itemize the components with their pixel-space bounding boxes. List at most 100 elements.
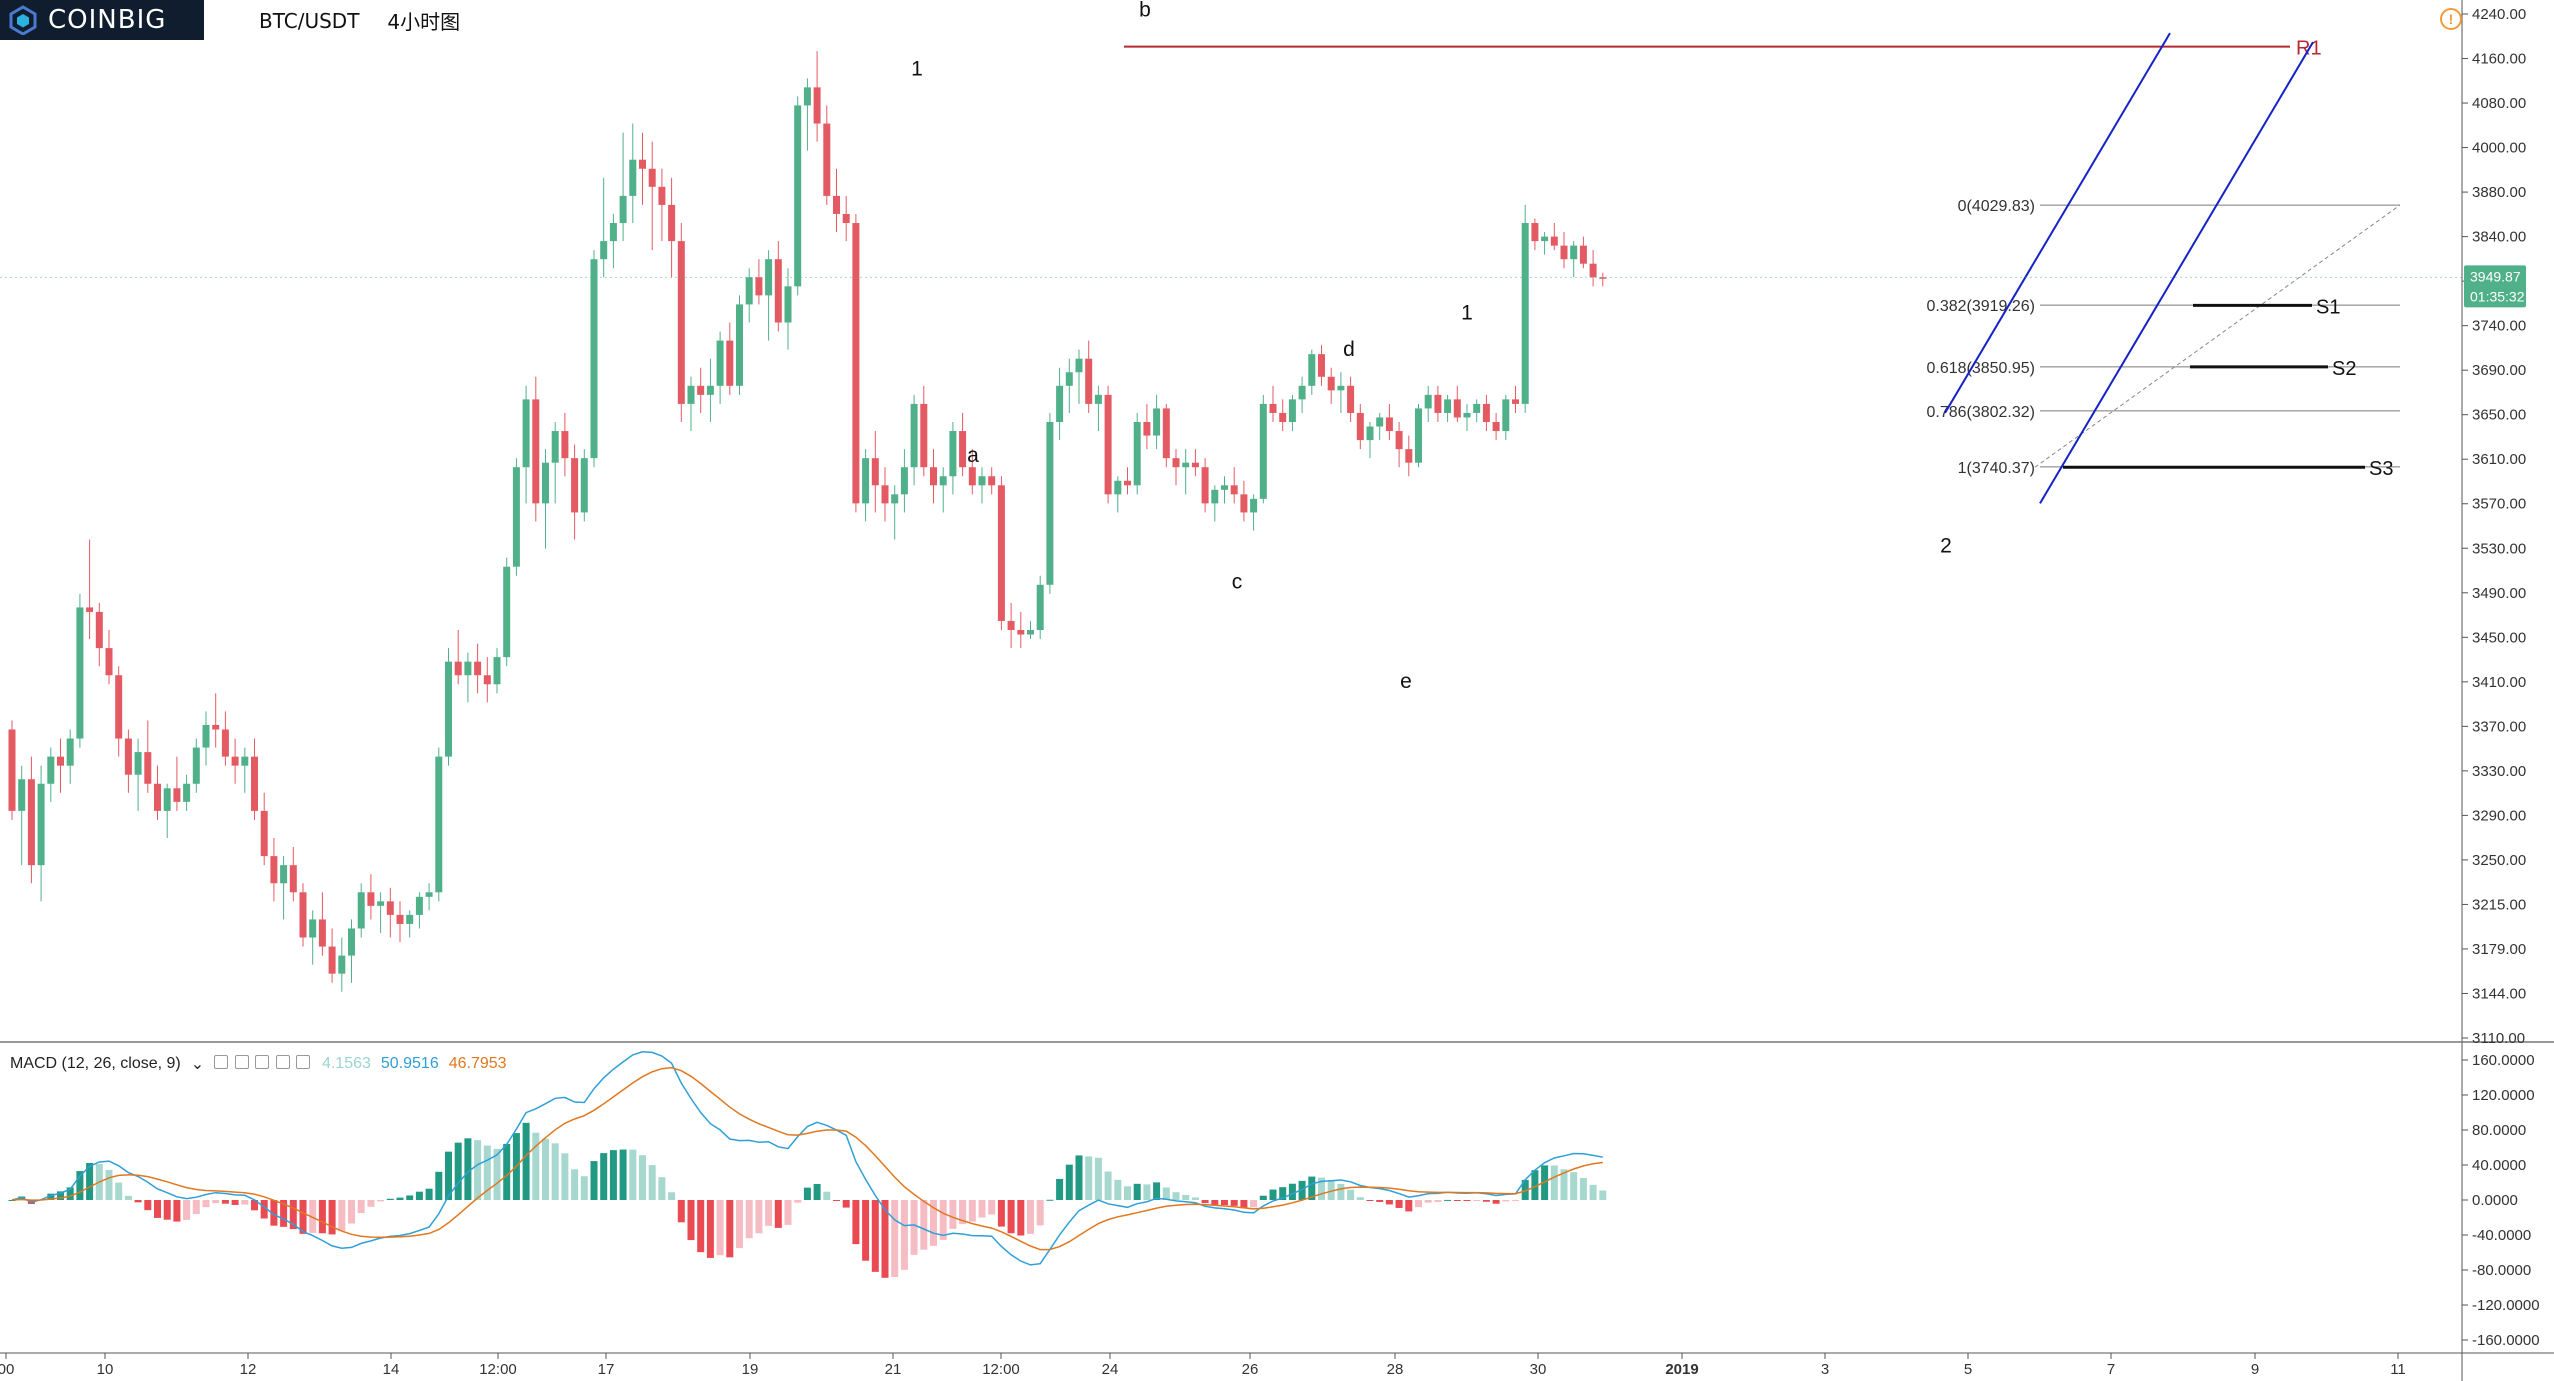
macd-histogram-bar	[726, 1200, 734, 1258]
macd-tick-label: -40.0000	[2472, 1227, 2531, 1244]
candle-body	[891, 494, 899, 504]
time-tick-label: 3	[1821, 1361, 1829, 1378]
macd-histogram-bar	[532, 1132, 540, 1200]
candle-body	[493, 657, 501, 685]
time-tick-label: 19	[742, 1361, 759, 1378]
time-tick-label: 7	[2107, 1361, 2115, 1378]
macd-histogram-bar	[1017, 1200, 1025, 1236]
price-tick-label: 3215.00	[2472, 896, 2526, 913]
candle-body	[483, 675, 491, 685]
macd-move-icon[interactable]	[255, 1054, 270, 1069]
macd-histogram-bar	[464, 1138, 472, 1200]
macd-histogram-bar	[1230, 1200, 1238, 1206]
price-tick-label: 3650.00	[2472, 407, 2526, 424]
macd-tick-label: 120.0000	[2472, 1087, 2535, 1104]
candle-body	[1094, 394, 1102, 404]
candle-body	[842, 213, 850, 224]
macd-histogram-bar	[231, 1200, 239, 1205]
macd-histogram-bar	[1502, 1200, 1510, 1202]
candle-body	[1230, 485, 1238, 495]
candle-body	[377, 901, 385, 906]
candle-body	[289, 865, 297, 893]
macd-histogram-bar	[299, 1200, 307, 1234]
candle-body	[978, 476, 986, 486]
macd-histogram-bar	[1385, 1200, 1393, 1205]
macd-histogram-bar	[590, 1161, 598, 1200]
macd-histogram-bar	[988, 1200, 996, 1215]
macd-histogram-bar	[774, 1200, 782, 1228]
candle-body	[1007, 620, 1015, 631]
macd-histogram-bar	[454, 1142, 462, 1200]
macd-dropdown-icon[interactable]: ⌄	[190, 1056, 205, 1073]
macd-close-icon[interactable]	[295, 1054, 310, 1069]
candle-body	[939, 476, 947, 486]
wave-label: 2	[1940, 534, 1952, 557]
wave-label: c	[1232, 571, 1243, 594]
annotations[interactable]: R1S1S2S31abcde12	[0, 0, 2462, 693]
macd-add-icon[interactable]	[275, 1054, 290, 1069]
fibonacci-retracement[interactable]: 0(4029.83) 0.382(3919.26) 0.618(3850.95) 0.…	[1926, 198, 2401, 477]
candle-body	[425, 892, 433, 897]
macd-histogram-bar	[338, 1200, 346, 1231]
macd-title[interactable]: MACD (12, 26, close, 9)	[10, 1055, 181, 1072]
fib-level-label: 1(3740.37)	[1958, 460, 2035, 477]
macd-tick-label: -80.0000	[2472, 1262, 2531, 1279]
candle-body	[454, 661, 462, 676]
macd-histogram-bar	[1512, 1200, 1519, 1201]
candle-body	[328, 946, 336, 974]
candle-body	[1512, 399, 1519, 404]
candle-body	[910, 403, 918, 468]
macd-histogram-bar	[881, 1200, 889, 1278]
candle-body	[726, 340, 734, 386]
support-label: S3	[2369, 458, 2393, 480]
time-tick-label: 00	[0, 1361, 14, 1378]
pair-label[interactable]: BTC/USDT	[259, 8, 360, 33]
countdown-label: 01:35:32	[2470, 288, 2525, 304]
candle-body	[881, 485, 889, 504]
macd-histogram-bar	[1094, 1157, 1102, 1200]
macd-tick-label: 80.0000	[2472, 1122, 2526, 1139]
candle-body	[231, 756, 239, 766]
candle-body	[1473, 403, 1481, 413]
macd-histogram-bar	[1444, 1199, 1452, 1201]
macd-histogram-bar	[571, 1169, 579, 1200]
macd-histogram-bar	[833, 1200, 840, 1201]
candle-body	[386, 901, 394, 915]
candle-body	[95, 611, 103, 649]
price-tick-label: 3330.00	[2472, 763, 2526, 780]
candle-body	[580, 458, 588, 513]
channel-lower-line	[2039, 41, 2314, 504]
macd-settings-buttons[interactable]	[214, 1054, 312, 1074]
candle-body	[1376, 417, 1384, 427]
macd-histogram-bar	[648, 1165, 656, 1200]
price-tick-label: 3880.00	[2472, 184, 2526, 201]
alert-circle-icon[interactable]: !	[2440, 8, 2462, 30]
macd-histogram-bar	[551, 1143, 559, 1200]
macd-histogram-bar	[1415, 1200, 1422, 1208]
fib-trend-line	[2034, 204, 2401, 468]
time-tick-label: 28	[1387, 1361, 1404, 1378]
interval-label[interactable]: 4小时图	[387, 10, 461, 34]
candle-body	[1463, 412, 1471, 418]
price-tick-label: 3450.00	[2472, 629, 2526, 646]
candle-body	[1560, 245, 1568, 260]
time-tick-label: 10	[97, 1361, 114, 1378]
time-tick-label: 24	[1102, 1361, 1119, 1378]
macd-visibility-icon[interactable]	[214, 1054, 229, 1069]
macd-histogram-bar	[1104, 1171, 1112, 1200]
macd-settings-icon[interactable]	[234, 1054, 249, 1069]
macd-histogram-bar	[425, 1188, 433, 1200]
candle-body	[794, 105, 802, 287]
time-tick-label: 21	[885, 1361, 902, 1378]
wave-label: e	[1400, 670, 1412, 693]
macd-histogram-bar	[1424, 1200, 1432, 1203]
macd-histogram-bar	[1521, 1179, 1529, 1200]
macd-histogram-bar	[105, 1169, 113, 1200]
candle-body	[464, 661, 472, 676]
candle-body	[1017, 630, 1025, 635]
macd-histogram-bar	[697, 1200, 705, 1253]
candle-body	[309, 919, 317, 938]
macd-histogram-bar	[280, 1200, 288, 1227]
macd-line	[11, 1051, 1603, 1266]
